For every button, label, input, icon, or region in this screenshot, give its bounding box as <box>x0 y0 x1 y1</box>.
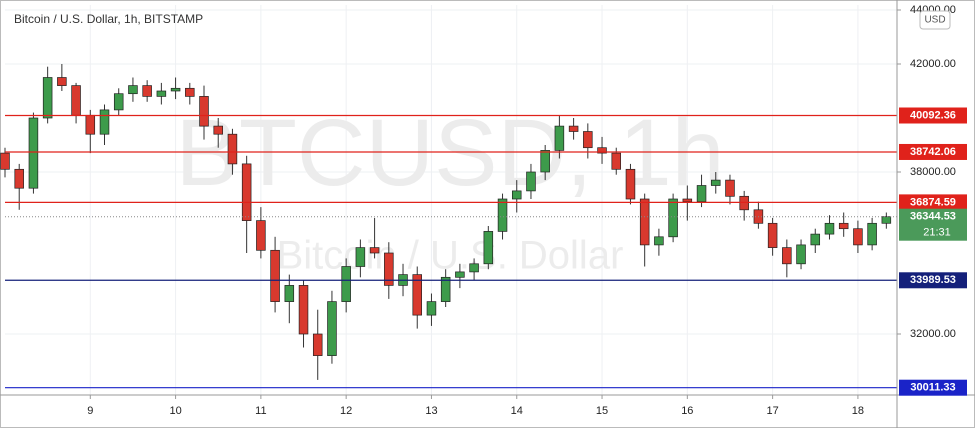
candle-body <box>99 109 110 135</box>
candle-body <box>199 96 209 127</box>
candle-body <box>156 90 167 97</box>
candle-body <box>497 198 508 232</box>
candle-body <box>469 263 479 273</box>
candle-body <box>455 271 465 278</box>
countdown: 21:31 <box>923 227 951 239</box>
candle-body <box>341 266 351 302</box>
candle-body <box>554 125 565 151</box>
candle-body <box>782 247 792 265</box>
grid <box>5 5 897 395</box>
x-tick-label: 10 <box>169 405 181 417</box>
candle-body <box>597 147 607 154</box>
level-label: 40092.36 <box>910 109 956 121</box>
y-tick-label: 42000.00 <box>910 58 956 70</box>
x-tick-label: 9 <box>87 405 93 417</box>
level-label-bg <box>899 107 967 124</box>
candle-body <box>113 93 124 111</box>
level-label-bg <box>899 143 967 160</box>
x-tick-label: 13 <box>425 405 437 417</box>
candle-body <box>796 244 806 265</box>
candle-body <box>696 185 707 203</box>
candle-body <box>511 190 522 200</box>
level-label: 38742.06 <box>910 146 956 158</box>
candle-body <box>682 198 693 203</box>
level-label: 36874.59 <box>910 196 956 208</box>
candle-body <box>28 117 39 189</box>
candle-body <box>412 274 422 316</box>
currency-box[interactable] <box>919 10 951 30</box>
candle-body <box>881 216 892 224</box>
candle-body <box>853 228 863 246</box>
candle-body <box>483 231 494 265</box>
x-tick-label: 16 <box>681 405 693 417</box>
candle-body <box>355 247 366 267</box>
candle-body <box>284 285 295 302</box>
candle-body <box>213 125 223 135</box>
last-price-label: 36344.53 <box>910 211 956 223</box>
candle-body <box>170 87 181 92</box>
candle-body <box>57 77 67 86</box>
candle-body <box>298 285 309 335</box>
x-tick-label: 14 <box>511 405 523 417</box>
level-label: 30011.33 <box>910 382 955 394</box>
candle-body <box>241 163 252 221</box>
candle-body <box>384 252 394 286</box>
candle-body <box>526 171 536 192</box>
chart-title: Bitcoin / U.S. Dollar, 1h, BITSTAMP <box>14 12 203 26</box>
candle-body <box>540 150 550 173</box>
candle-body <box>0 152 10 170</box>
candle-body <box>256 220 266 251</box>
plot <box>0 63 897 389</box>
candle-body <box>867 222 877 246</box>
candle-body <box>824 222 835 235</box>
candle-body <box>639 198 650 246</box>
candle-body <box>14 168 24 189</box>
candle-body <box>270 249 280 302</box>
last-price-bg <box>899 208 967 241</box>
candle-body <box>128 85 138 95</box>
level-label: 33989.53 <box>910 274 956 286</box>
currency[interactable]: USD <box>924 15 945 26</box>
candle-body <box>767 222 778 248</box>
candle-body <box>625 168 636 200</box>
candle-body <box>711 179 721 186</box>
level-label-bg <box>899 194 967 211</box>
y-tick-label: 38000.00 <box>910 166 956 178</box>
x-tick-label: 17 <box>766 405 778 417</box>
x-tick-label: 12 <box>340 405 352 417</box>
candle-body <box>142 85 152 97</box>
candle-body <box>611 152 622 170</box>
candle-body <box>185 87 195 97</box>
candle-body <box>312 333 323 356</box>
x-tick-label: 15 <box>596 405 608 417</box>
candle-body <box>838 222 849 230</box>
watermark-sub: Bitcoin / U.S. Dollar <box>277 234 624 278</box>
x-tick-label: 18 <box>852 405 864 417</box>
candle-body <box>369 247 380 254</box>
x-tick-label: 11 <box>255 405 266 417</box>
candle-body <box>85 114 96 135</box>
candle-body <box>71 85 81 116</box>
candle-body <box>654 236 664 246</box>
candle-body <box>327 301 337 356</box>
candle-body <box>583 131 593 149</box>
candle-body <box>739 195 749 211</box>
candle-body <box>568 125 579 132</box>
candle-body <box>227 133 238 165</box>
level-label-bg <box>899 272 967 289</box>
y-tick-label: 32000.00 <box>910 328 956 340</box>
candle-body <box>725 179 735 197</box>
candle-body <box>440 276 451 302</box>
level-label-bg <box>899 379 967 396</box>
candle-body <box>42 77 53 119</box>
candle-body <box>426 301 437 316</box>
candle-body <box>668 198 678 238</box>
candle-body <box>810 233 821 246</box>
